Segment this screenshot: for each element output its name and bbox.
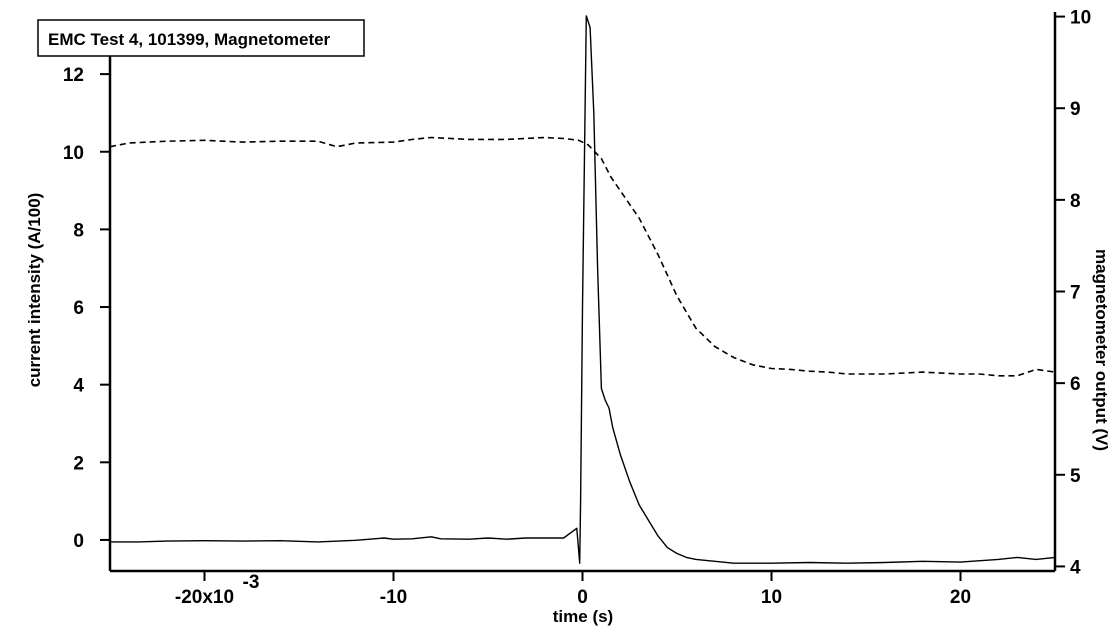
left-axis-ticks: 0 2 4 6 8 10 12 <box>63 65 110 552</box>
y-right-tick-label: 7 <box>1070 283 1081 304</box>
x-tick-label: -20x10 <box>175 587 234 608</box>
magnetometer-series-line <box>109 136 1056 377</box>
y-left-tick-label: 0 <box>73 531 84 552</box>
y-left-tick-label: 2 <box>73 453 84 474</box>
y-right-tick-label: 9 <box>1070 99 1081 120</box>
x-axis-title: time (s) <box>553 607 613 626</box>
y-left-tick-label: 10 <box>63 143 84 164</box>
y-right-tick-label: 6 <box>1070 374 1081 395</box>
right-axis-ticks: 4 5 6 7 8 9 10 <box>1055 8 1091 578</box>
x-tick-label: 20 <box>950 587 971 608</box>
x-tick-label: -10 <box>380 587 407 608</box>
x-tick-exponent: -3 <box>243 572 260 593</box>
x-axis-ticks: -20x10 -3 -10 0 10 20 <box>175 571 971 608</box>
y-right-tick-label: 4 <box>1070 557 1081 578</box>
title-box <box>37 19 365 57</box>
y-left-tick-label: 8 <box>73 220 84 241</box>
y-left-tick-label: 12 <box>63 65 84 86</box>
y-left-tick-label: 6 <box>73 298 84 319</box>
series-layer <box>109 15 1056 564</box>
x-tick-label: 0 <box>577 587 588 608</box>
y-right-tick-label: 5 <box>1070 466 1081 487</box>
x-tick-label: 10 <box>761 587 782 608</box>
chart-title: EMC Test 4, 101399, Magnetometer <box>48 30 331 49</box>
y-axis-left-title: current intensity (A/100) <box>25 193 44 388</box>
y-right-tick-label: 8 <box>1070 191 1081 212</box>
y-axis-right-title: magnetometer output (V) <box>1092 249 1111 451</box>
current-series-line <box>110 15 1056 564</box>
y-left-tick-label: 4 <box>73 376 84 397</box>
y-right-tick-label: 10 <box>1070 8 1091 29</box>
